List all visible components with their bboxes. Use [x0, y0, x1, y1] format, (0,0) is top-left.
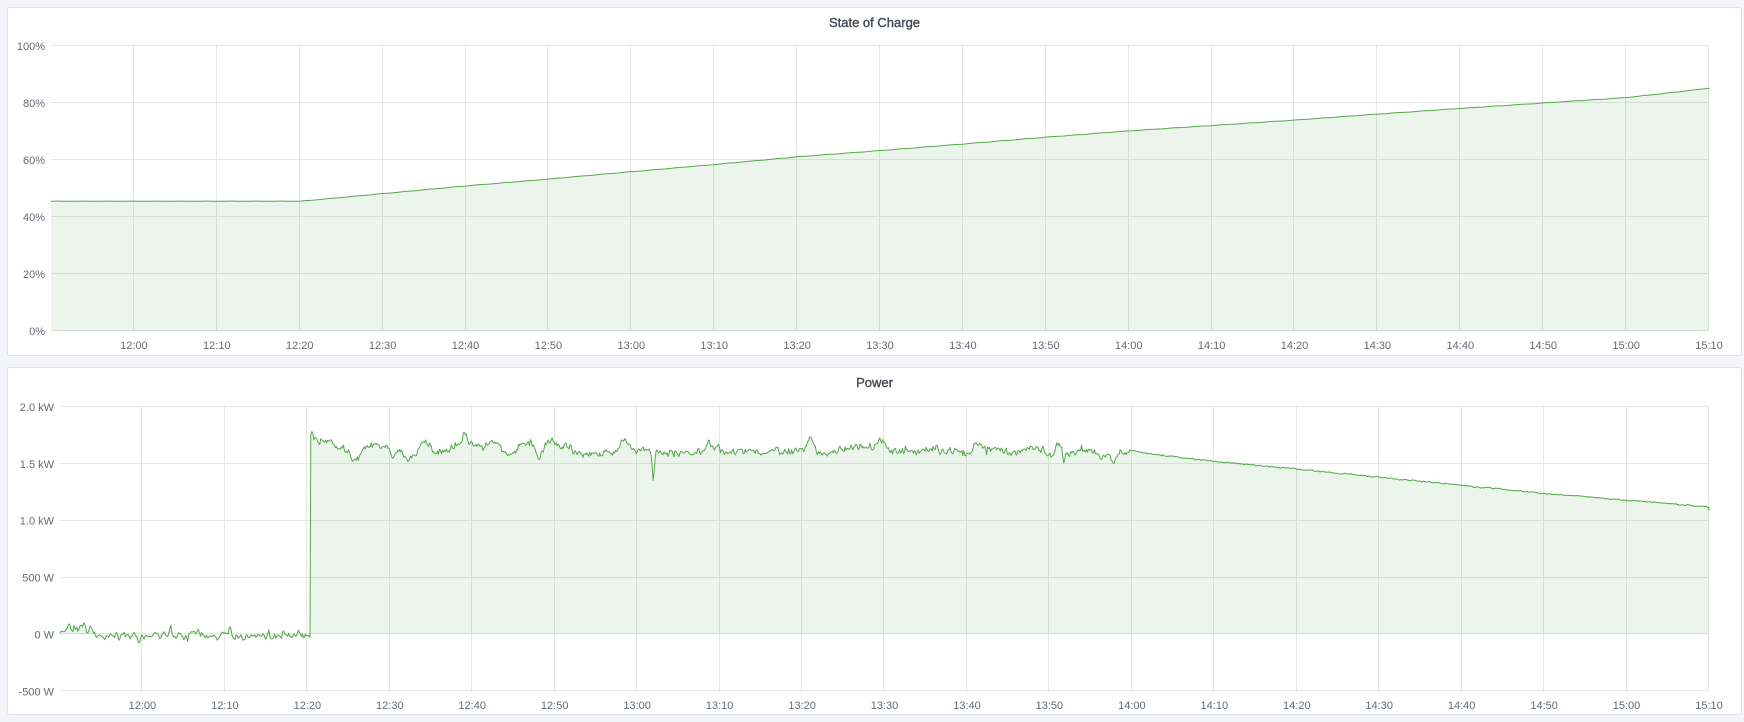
svg-text:14:10: 14:10 [1201, 700, 1229, 712]
svg-text:12:00: 12:00 [129, 700, 157, 712]
svg-text:12:20: 12:20 [294, 700, 322, 712]
svg-text:12:10: 12:10 [203, 340, 231, 352]
svg-text:13:00: 13:00 [618, 340, 646, 352]
svg-text:1.0 kW: 1.0 kW [20, 516, 55, 528]
svg-text:14:50: 14:50 [1530, 700, 1558, 712]
svg-text:60%: 60% [23, 155, 45, 167]
svg-text:14:20: 14:20 [1283, 700, 1311, 712]
svg-text:12:50: 12:50 [541, 700, 569, 712]
svg-text:500 W: 500 W [22, 573, 54, 585]
svg-text:15:00: 15:00 [1612, 340, 1640, 352]
svg-text:13:50: 13:50 [1032, 340, 1060, 352]
svg-text:13:10: 13:10 [706, 700, 734, 712]
svg-text:12:50: 12:50 [535, 340, 563, 352]
svg-text:100%: 100% [17, 41, 45, 53]
svg-text:13:40: 13:40 [949, 340, 977, 352]
svg-text:13:40: 13:40 [953, 700, 981, 712]
svg-text:13:30: 13:30 [871, 700, 899, 712]
svg-text:80%: 80% [23, 98, 45, 110]
svg-text:2.0 kW: 2.0 kW [20, 402, 55, 414]
svg-text:14:40: 14:40 [1448, 700, 1476, 712]
svg-text:13:20: 13:20 [783, 340, 811, 352]
svg-text:15:00: 15:00 [1613, 700, 1641, 712]
svg-text:14:30: 14:30 [1364, 340, 1392, 352]
svg-text:12:10: 12:10 [211, 700, 239, 712]
svg-text:12:20: 12:20 [286, 340, 314, 352]
svg-text:15:10: 15:10 [1695, 340, 1723, 352]
svg-text:0%: 0% [29, 326, 45, 338]
svg-text:12:00: 12:00 [120, 340, 148, 352]
svg-text:13:50: 13:50 [1036, 700, 1064, 712]
svg-text:12:40: 12:40 [458, 700, 486, 712]
svg-text:12:30: 12:30 [369, 340, 397, 352]
svg-text:-500 W: -500 W [19, 686, 55, 698]
svg-text:1.5 kW: 1.5 kW [20, 459, 55, 471]
svg-text:0 W: 0 W [34, 630, 54, 642]
svg-text:12:40: 12:40 [452, 340, 480, 352]
svg-text:40%: 40% [23, 212, 45, 224]
svg-text:14:00: 14:00 [1115, 340, 1143, 352]
svg-text:15:10: 15:10 [1695, 700, 1723, 712]
svg-text:13:20: 13:20 [788, 700, 816, 712]
svg-text:14:40: 14:40 [1447, 340, 1475, 352]
svg-text:14:30: 14:30 [1365, 700, 1393, 712]
svg-text:13:00: 13:00 [623, 700, 651, 712]
svg-text:14:50: 14:50 [1529, 340, 1557, 352]
svg-text:13:10: 13:10 [700, 340, 728, 352]
svg-text:13:30: 13:30 [866, 340, 894, 352]
svg-text:12:30: 12:30 [376, 700, 404, 712]
svg-text:14:20: 14:20 [1281, 340, 1309, 352]
svg-text:14:10: 14:10 [1198, 340, 1226, 352]
svg-text:20%: 20% [23, 269, 45, 281]
svg-text:14:00: 14:00 [1118, 700, 1146, 712]
